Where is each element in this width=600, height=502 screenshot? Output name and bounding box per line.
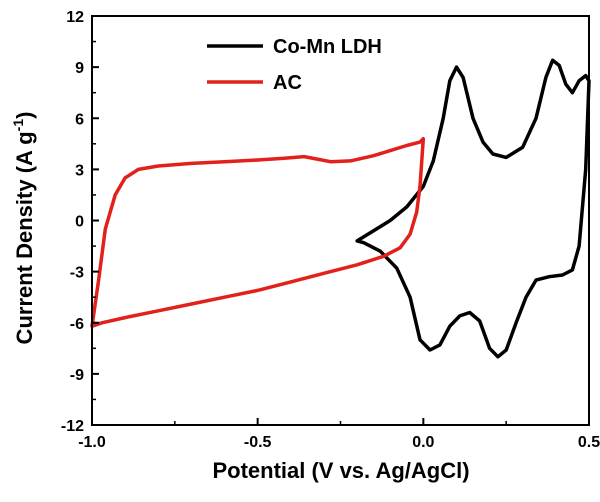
x-tick-label: 0.0 — [412, 434, 434, 451]
x-tick-label: -0.5 — [244, 434, 272, 451]
y-tick-label: -6 — [70, 316, 84, 333]
y-tick-label: -9 — [70, 367, 84, 384]
y-tick-label: 9 — [75, 60, 84, 77]
y-tick-label: 6 — [75, 111, 84, 128]
y-axis-label-main: Current Density (A g — [12, 131, 37, 344]
series-line-ac — [90, 136, 426, 328]
y-axis-label-end: ) — [12, 112, 37, 119]
series-layer — [90, 58, 591, 359]
y-axis-label-superscript: -1 — [10, 119, 26, 132]
series-line-co-mn-ldh — [355, 58, 591, 359]
y-axis-label: Current Density (A g-1) — [10, 112, 37, 345]
y-tick-label: -12 — [61, 418, 84, 435]
y-tick-label: 12 — [66, 9, 84, 26]
y-tick-label: 3 — [75, 162, 84, 179]
ticks-layer: -1.0 -0.5 0.0 0.5 -12 -9 -6 -3 0 3 6 9 12 — [61, 9, 600, 451]
y-tick-label: -3 — [70, 265, 84, 282]
legend-label: AC — [273, 72, 302, 94]
y-tick-label: 0 — [75, 214, 84, 231]
x-tick-label: 0.5 — [578, 434, 600, 451]
legend-label: Co-Mn LDH — [273, 36, 382, 58]
x-axis-label: Potential (V vs. Ag/AgCl) — [212, 458, 469, 483]
plot-frame — [91, 15, 590, 426]
x-tick-label: -1.0 — [78, 434, 106, 451]
legend: Co-Mn LDH AC — [207, 36, 382, 94]
